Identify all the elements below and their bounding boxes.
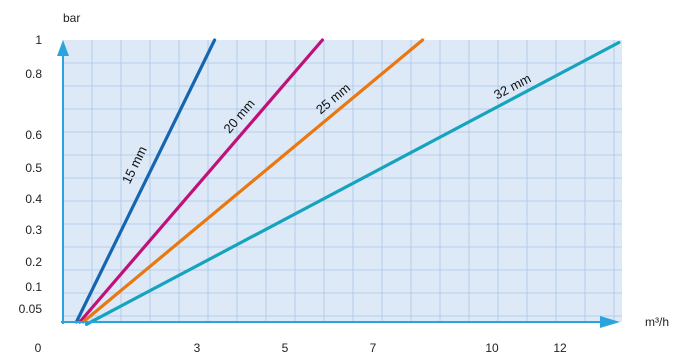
- y-tick-label: 0.2: [25, 255, 42, 269]
- x-axis-arrow: [600, 316, 620, 328]
- series-line-32-mm: [84, 40, 621, 326]
- series-line-20-mm: [78, 38, 324, 324]
- x-tick-label: 3: [194, 341, 201, 355]
- plot-area: [63, 40, 622, 322]
- x-tick-label: 12: [553, 341, 567, 355]
- x-axis-title: m³/h: [645, 315, 669, 329]
- series-line-25-mm: [81, 38, 425, 324]
- series-line-15-mm: [74, 38, 217, 324]
- y-axis-title: bar: [63, 11, 80, 25]
- x-tick-label: 7: [370, 341, 377, 355]
- x-tick-label: 5: [282, 341, 289, 355]
- x-tick-label: 0: [35, 341, 42, 355]
- y-tick-label: 0.6: [25, 128, 42, 142]
- y-tick-label: 0.3: [25, 223, 42, 237]
- x-tick-label: 10: [485, 341, 499, 355]
- y-tick-label: 0.8: [25, 67, 42, 81]
- y-axis-arrow: [57, 40, 69, 56]
- y-tick-label: 0.05: [19, 302, 43, 316]
- y-tick-label: 0.1: [25, 280, 42, 294]
- y-tick-label: 0.5: [25, 161, 42, 175]
- y-tick-label: 0.4: [25, 192, 42, 206]
- y-tick-label: 1: [35, 33, 42, 47]
